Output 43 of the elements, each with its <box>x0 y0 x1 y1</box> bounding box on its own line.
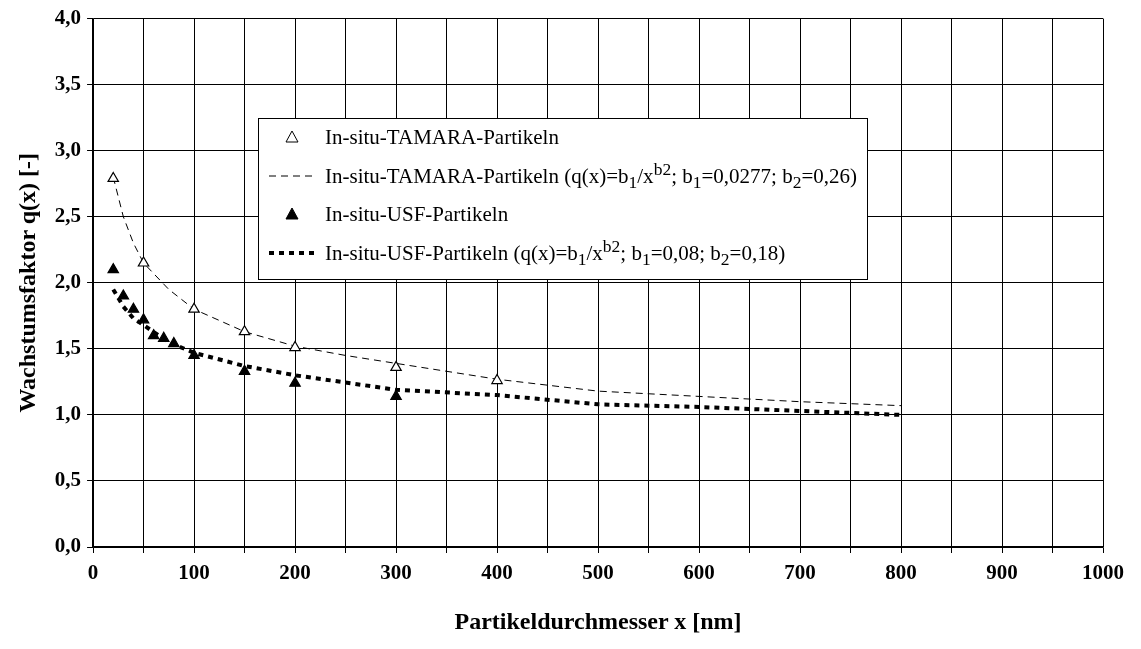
y-tick-label: 4,0 <box>54 5 82 30</box>
y-tick-label: 2,5 <box>54 203 82 228</box>
point <box>188 348 200 360</box>
legend-label: In-situ-USF-Partikeln <box>325 201 509 229</box>
point <box>168 336 180 348</box>
y-tick-label: 3,5 <box>54 71 82 96</box>
legend-label: In-situ-TAMARA-Partikeln <box>325 124 559 151</box>
y-tick-label: 0,5 <box>54 467 82 492</box>
x-tick-label: 1000 <box>1082 560 1124 585</box>
y-tick-label: 1,5 <box>54 335 82 360</box>
point <box>147 329 160 340</box>
y-tick-label: 0,0 <box>54 533 82 558</box>
point <box>107 171 120 183</box>
x-axis-title: Partikeldurchmesser x [nm] <box>454 607 742 634</box>
point <box>137 313 150 324</box>
point <box>491 373 503 385</box>
y-tick-label: 1,0 <box>54 401 82 426</box>
y-tick-label: 2,0 <box>54 269 82 294</box>
x-tick-label: 600 <box>683 560 715 585</box>
x-tick-label: 700 <box>784 560 816 585</box>
point <box>107 262 120 274</box>
point <box>390 360 402 371</box>
x-tick-label: 400 <box>481 560 513 585</box>
text: In-situ-TAMARA-Partikeln (q(x)=b$_{1}$/x$^{b2}$; b$_{1}$=0,0277; b$_{2}$=0,26) <box>325 159 857 193</box>
point <box>289 340 301 352</box>
x-tick-label: 300 <box>380 560 412 585</box>
point <box>238 364 251 375</box>
x-tick-label: 0 <box>87 560 99 585</box>
x-tick-label: 800 <box>885 560 917 585</box>
point <box>289 376 301 387</box>
x-tick-label: 200 <box>279 560 311 585</box>
point <box>137 256 150 267</box>
point <box>117 289 130 300</box>
x-tick-label: 100 <box>178 560 210 585</box>
point <box>188 302 200 313</box>
x-tick-label: 500 <box>582 560 614 585</box>
point <box>127 302 140 313</box>
point <box>238 325 251 336</box>
text: In-situ-USF-Partikeln (q(x)=b$_{1}$/x$^{b2}$; b$_{1}$=0,08; b$_{2}$=0,18) <box>325 236 786 270</box>
y-tick-label: 3,0 <box>54 137 82 162</box>
point <box>157 331 170 342</box>
y-axis-title: Wachstumsfaktor q(x) [-] <box>13 153 40 413</box>
x-tick-label: 900 <box>986 560 1018 585</box>
